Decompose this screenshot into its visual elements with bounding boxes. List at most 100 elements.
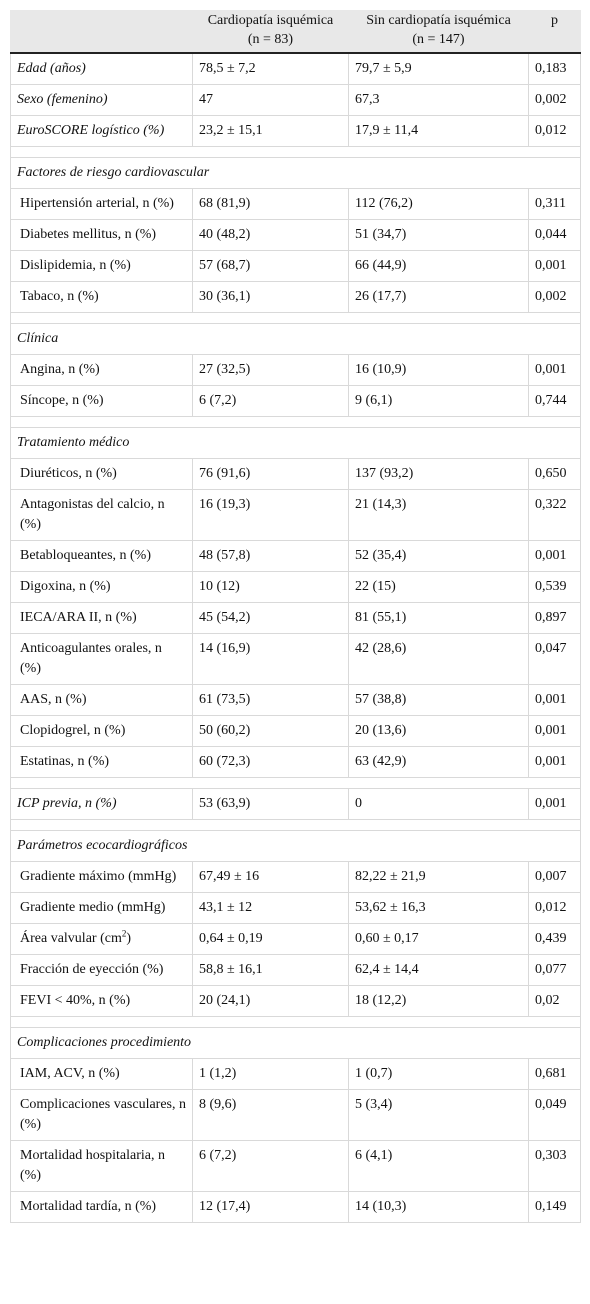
table-row: Anticoagulantes orales, n (%) 14 (16,9) 42… [10, 633, 581, 685]
cell: 0,001 [528, 354, 581, 386]
cell: 42 (28,6) [348, 633, 529, 685]
cell: 0,012 [528, 892, 581, 924]
cell: 43,1 ± 12 [192, 892, 349, 924]
table-row: Clopidogrel, n (%) 50 (60,2) 20 (13,6) 0,00… [10, 715, 581, 747]
header-row: Cardiopatía isquémica (n = 83) Sin cardiop… [10, 10, 581, 54]
row-label: Hipertensión arterial, n (%) [10, 188, 193, 220]
cell: 40 (48,2) [192, 219, 349, 251]
row-label: Dislipidemia, n (%) [10, 250, 193, 282]
cell: 76 (91,6) [192, 458, 349, 490]
spacer-cell [10, 777, 581, 789]
row-label: Digoxina, n (%) [10, 571, 193, 603]
table-row: IECA/ARA II, n (%) 45 (54,2) 81 (55,1) 0,89… [10, 602, 581, 634]
cell: 66 (44,9) [348, 250, 529, 282]
section-row: Tratamiento médico [10, 427, 581, 459]
row-label: Angina, n (%) [10, 354, 193, 386]
row-label: FEVI < 40%, n (%) [10, 985, 193, 1017]
spacer-cell [10, 416, 581, 428]
table-row: Gradiente medio (mmHg) 43,1 ± 12 53,62 ± 1… [10, 892, 581, 924]
spacer-row [10, 819, 581, 831]
cell: 0,64 ± 0,19 [192, 923, 349, 955]
label-text: Área valvular (cm [20, 931, 122, 946]
cell: 0,439 [528, 923, 581, 955]
row-label: Anticoagulantes orales, n (%) [10, 633, 193, 685]
cell: 0,539 [528, 571, 581, 603]
row-label: ICP previa, n (%) [10, 788, 193, 820]
table-row: IAM, ACV, n (%) 1 (1,2) 1 (0,7) 0,681 [10, 1058, 581, 1090]
cell: 10 (12) [192, 571, 349, 603]
cell: 1 (0,7) [348, 1058, 529, 1090]
section-title: Clínica [10, 323, 581, 355]
cell: 48 (57,8) [192, 540, 349, 572]
cell: 6 (7,2) [192, 1140, 349, 1192]
cell: 78,5 ± 7,2 [192, 52, 349, 85]
column-n: (n = 83) [247, 32, 294, 47]
cell: 60 (72,3) [192, 746, 349, 778]
cell: 6 (4,1) [348, 1140, 529, 1192]
cell: 0,149 [528, 1191, 581, 1223]
section-row: Clínica [10, 323, 581, 355]
spacer-cell [10, 146, 581, 158]
cell: 0,681 [528, 1058, 581, 1090]
row-label: Betabloqueantes, n (%) [10, 540, 193, 572]
label-tail: ) [126, 931, 132, 946]
cell: 0,001 [528, 540, 581, 572]
cell: 67,3 [348, 84, 529, 116]
row-label: Complicaciones vasculares, n (%) [10, 1089, 193, 1141]
cell: 112 (76,2) [348, 188, 529, 220]
cell: 6 (7,2) [192, 385, 349, 417]
row-label: IECA/ARA II, n (%) [10, 602, 193, 634]
cell: 0,044 [528, 219, 581, 251]
cell: 79,7 ± 5,9 [348, 52, 529, 85]
cell: 50 (60,2) [192, 715, 349, 747]
cell: 0,002 [528, 281, 581, 313]
cell: 0,002 [528, 84, 581, 116]
table-row: Dislipidemia, n (%) 57 (68,7) 66 (44,9) 0,0… [10, 250, 581, 282]
cell: 20 (24,1) [192, 985, 349, 1017]
label-sup: 2 [121, 928, 127, 939]
cell: 0,322 [528, 489, 581, 541]
cell: 57 (38,8) [348, 684, 529, 716]
cell: 22 (15) [348, 571, 529, 603]
cell: 81 (55,1) [348, 602, 529, 634]
cell: 0,183 [528, 52, 581, 85]
cell: 53 (63,9) [192, 788, 349, 820]
header-cell: Sin cardiopatía isquémica (n = 147) [348, 10, 529, 54]
cell: 0,012 [528, 115, 581, 147]
table-row: Angina, n (%) 27 (32,5) 16 (10,9) 0,001 [10, 354, 581, 386]
cell: 63 (42,9) [348, 746, 529, 778]
row-label: Tabaco, n (%) [10, 281, 193, 313]
section-title: Complicaciones procedimiento [10, 1027, 581, 1059]
cell: 21 (14,3) [348, 489, 529, 541]
cell: 0,60 ± 0,17 [348, 923, 529, 955]
table-row: Hipertensión arterial, n (%) 68 (81,9) 112… [10, 188, 581, 220]
cell: 61 (73,5) [192, 684, 349, 716]
row-label: Gradiente medio (mmHg) [10, 892, 193, 924]
table-row: Complicaciones vasculares, n (%) 8 (9,6) 5… [10, 1089, 581, 1141]
cell: 51 (34,7) [348, 219, 529, 251]
table-row: ICP previa, n (%) 53 (63,9) 0 0,001 [10, 788, 581, 820]
column-title: p [551, 13, 558, 28]
cell: 0,001 [528, 746, 581, 778]
row-label: Antagonistas del calcio, n (%) [10, 489, 193, 541]
cell: 8 (9,6) [192, 1089, 349, 1141]
spacer-row [10, 146, 581, 158]
cell: 27 (32,5) [192, 354, 349, 386]
table-row: Fracción de eyección (%) 58,8 ± 16,1 62,4 … [10, 954, 581, 986]
cell: 26 (17,7) [348, 281, 529, 313]
spacer-cell [10, 312, 581, 324]
table-row: Diabetes mellitus, n (%) 40 (48,2) 51 (34,… [10, 219, 581, 251]
cell: 52 (35,4) [348, 540, 529, 572]
cell: 0,303 [528, 1140, 581, 1192]
section-row: Factores de riesgo cardiovascular [10, 157, 581, 189]
cell: 57 (68,7) [192, 250, 349, 282]
table-row: Digoxina, n (%) 10 (12) 22 (15) 0,539 [10, 571, 581, 603]
cell: 0,897 [528, 602, 581, 634]
table-header: Cardiopatía isquémica (n = 83) Sin cardiop… [10, 10, 581, 54]
table-row: Edad (años) 78,5 ± 7,2 79,7 ± 5,9 0,183 [10, 52, 581, 85]
table-row: FEVI < 40%, n (%) 20 (24,1) 18 (12,2) 0,02 [10, 985, 581, 1017]
row-label: Mortalidad hospitalaria, n (%) [10, 1140, 193, 1192]
table-row: Diuréticos, n (%) 76 (91,6) 137 (93,2) 0,65… [10, 458, 581, 490]
cell: 0,02 [528, 985, 581, 1017]
header-cell [10, 10, 193, 54]
